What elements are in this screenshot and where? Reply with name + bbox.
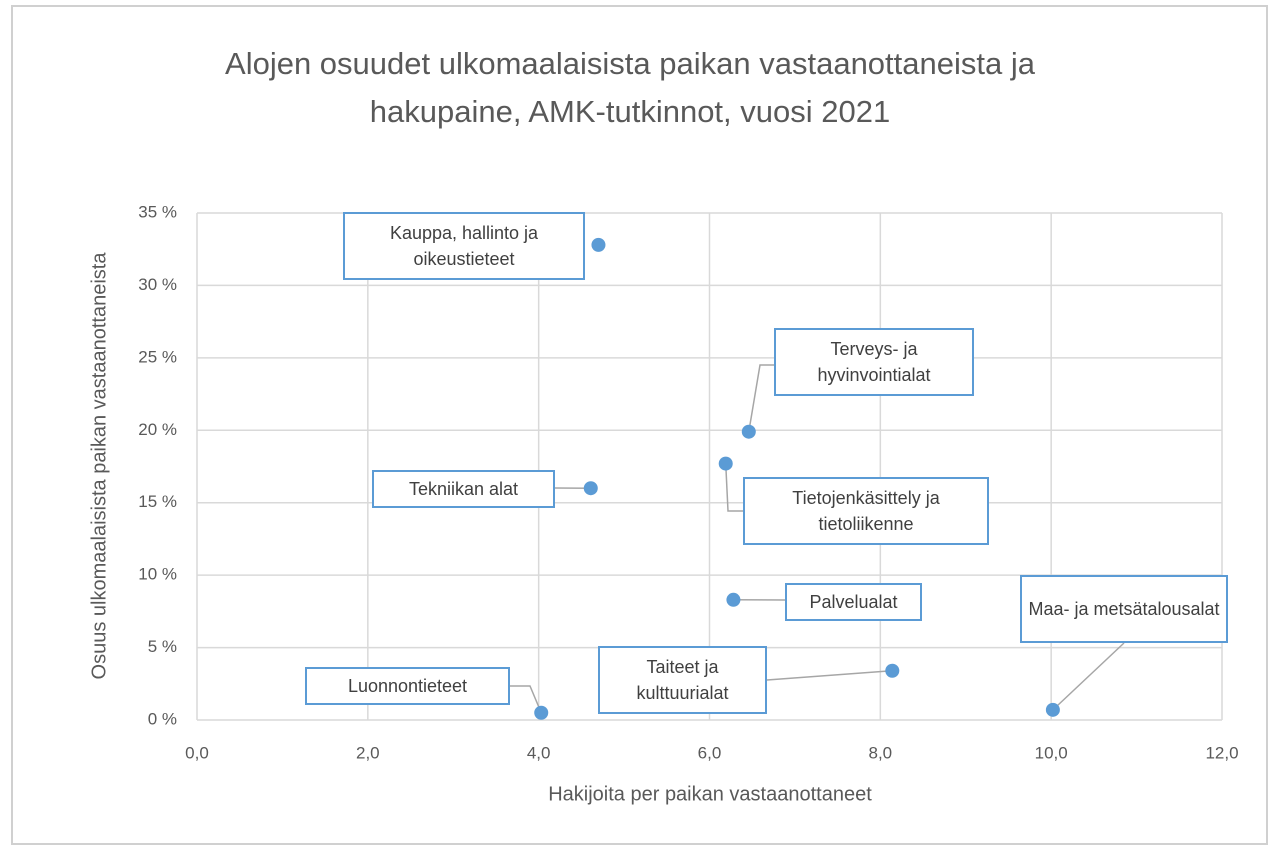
point-label: Taiteet ja kulttuurialat xyxy=(598,646,767,714)
chart-title: Alojen osuudet ulkomaalaisista paikan va… xyxy=(225,46,1035,129)
point xyxy=(885,663,900,678)
x-tick-label: 12,0 xyxy=(1205,743,1238,762)
leader-line xyxy=(724,463,743,512)
point-label: Tekniikan alat xyxy=(372,470,555,508)
y-tick-label: 25 % xyxy=(138,347,177,366)
y-tick-label: 35 % xyxy=(138,202,177,221)
point-label: Tietojenkäsittely ja tietoliikenne xyxy=(743,477,989,545)
leader-line xyxy=(748,364,774,432)
point-label: Maa- ja metsätalousalat xyxy=(1020,575,1228,643)
x-axis-title: Hakijoita per paikan vastaanottaneet xyxy=(548,783,872,805)
y-axis-title: Osuus ulkomaalaisista paikan vastaanotta… xyxy=(88,252,110,680)
x-tick-label: 4,0 xyxy=(527,743,551,762)
x-tick-label: 2,0 xyxy=(356,743,380,762)
y-tick-label: 10 % xyxy=(138,565,177,584)
point xyxy=(534,705,549,720)
point-label: Palvelualat xyxy=(785,583,922,621)
leader-line xyxy=(766,670,893,681)
point-label: Kauppa, hallinto ja oikeustieteet xyxy=(343,212,585,280)
y-tick-label: 30 % xyxy=(138,275,177,294)
point xyxy=(726,592,741,607)
y-tick-label: 5 % xyxy=(148,637,177,656)
x-tick-label: 6,0 xyxy=(698,743,722,762)
leader-line xyxy=(1052,642,1125,711)
point xyxy=(1045,702,1060,717)
y-tick-label: 0 % xyxy=(148,709,177,728)
x-tick-label: 0,0 xyxy=(185,743,209,762)
y-tick-label: 15 % xyxy=(138,492,177,511)
point xyxy=(591,237,606,252)
point-label: Luonnontieteet xyxy=(305,667,510,705)
x-tick-label: 10,0 xyxy=(1035,743,1068,762)
x-tick-label: 8,0 xyxy=(869,743,893,762)
point-label: Terveys- ja hyvinvointialat xyxy=(774,328,974,396)
point xyxy=(741,424,756,439)
leader-line xyxy=(510,685,542,714)
point xyxy=(583,481,598,496)
point xyxy=(718,456,733,471)
y-tick-label: 20 % xyxy=(138,420,177,439)
